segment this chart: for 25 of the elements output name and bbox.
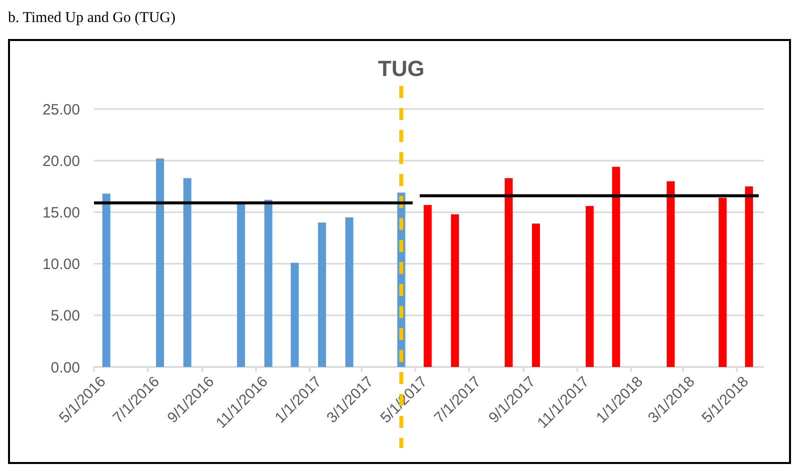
bar	[290, 262, 299, 367]
bar	[183, 178, 192, 367]
bar	[718, 198, 727, 367]
bar	[666, 181, 675, 367]
y-tick-label: 20.00	[42, 152, 80, 170]
bar	[424, 204, 432, 367]
bar	[264, 200, 272, 367]
chart-title: b. Timed Up and Go (TUG)	[8, 10, 176, 26]
bar	[345, 217, 354, 367]
bar	[318, 222, 326, 367]
bar	[586, 206, 594, 367]
bar	[745, 186, 754, 367]
y-tick-label: 15.00	[42, 204, 80, 222]
ref-line-label: TUG	[378, 56, 424, 81]
y-tick-label: 25.00	[42, 101, 80, 118]
bar	[532, 224, 540, 367]
bar	[156, 158, 164, 367]
bar	[237, 202, 246, 367]
y-tick-label: 0.00	[50, 359, 80, 376]
bar	[450, 214, 459, 367]
bar	[612, 166, 620, 367]
bar	[504, 178, 513, 367]
y-tick-label: 10.00	[42, 256, 80, 274]
bar	[102, 194, 110, 367]
y-tick-label: 5.00	[50, 308, 80, 325]
